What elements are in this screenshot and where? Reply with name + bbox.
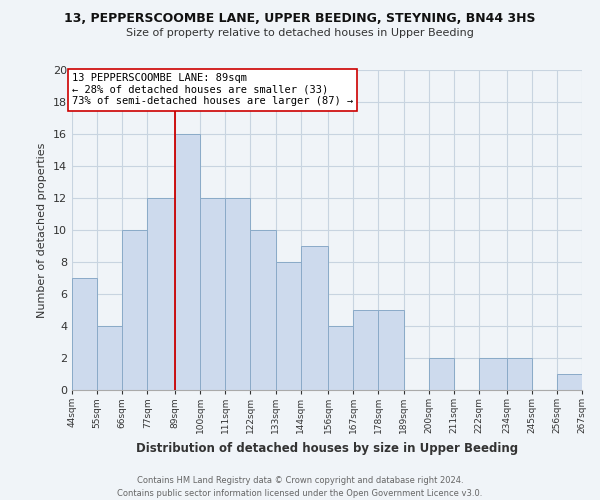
Bar xyxy=(225,198,250,390)
Bar xyxy=(301,246,328,390)
Text: Size of property relative to detached houses in Upper Beeding: Size of property relative to detached ho… xyxy=(126,28,474,38)
Bar xyxy=(328,326,353,390)
Bar xyxy=(275,262,301,390)
Bar xyxy=(379,310,404,390)
Bar xyxy=(557,374,582,390)
Text: 13 PEPPERSCOOMBE LANE: 89sqm
← 28% of detached houses are smaller (33)
73% of se: 13 PEPPERSCOOMBE LANE: 89sqm ← 28% of de… xyxy=(72,73,353,106)
Bar xyxy=(200,198,225,390)
Bar xyxy=(479,358,506,390)
X-axis label: Distribution of detached houses by size in Upper Beeding: Distribution of detached houses by size … xyxy=(136,442,518,454)
Bar xyxy=(148,198,175,390)
Bar xyxy=(250,230,275,390)
Bar xyxy=(429,358,454,390)
Text: 13, PEPPERSCOOMBE LANE, UPPER BEEDING, STEYNING, BN44 3HS: 13, PEPPERSCOOMBE LANE, UPPER BEEDING, S… xyxy=(64,12,536,26)
Y-axis label: Number of detached properties: Number of detached properties xyxy=(37,142,47,318)
Bar xyxy=(506,358,532,390)
Bar xyxy=(122,230,148,390)
Text: Contains HM Land Registry data © Crown copyright and database right 2024.
Contai: Contains HM Land Registry data © Crown c… xyxy=(118,476,482,498)
Bar xyxy=(97,326,122,390)
Bar xyxy=(72,278,97,390)
Bar xyxy=(175,134,200,390)
Bar xyxy=(353,310,379,390)
